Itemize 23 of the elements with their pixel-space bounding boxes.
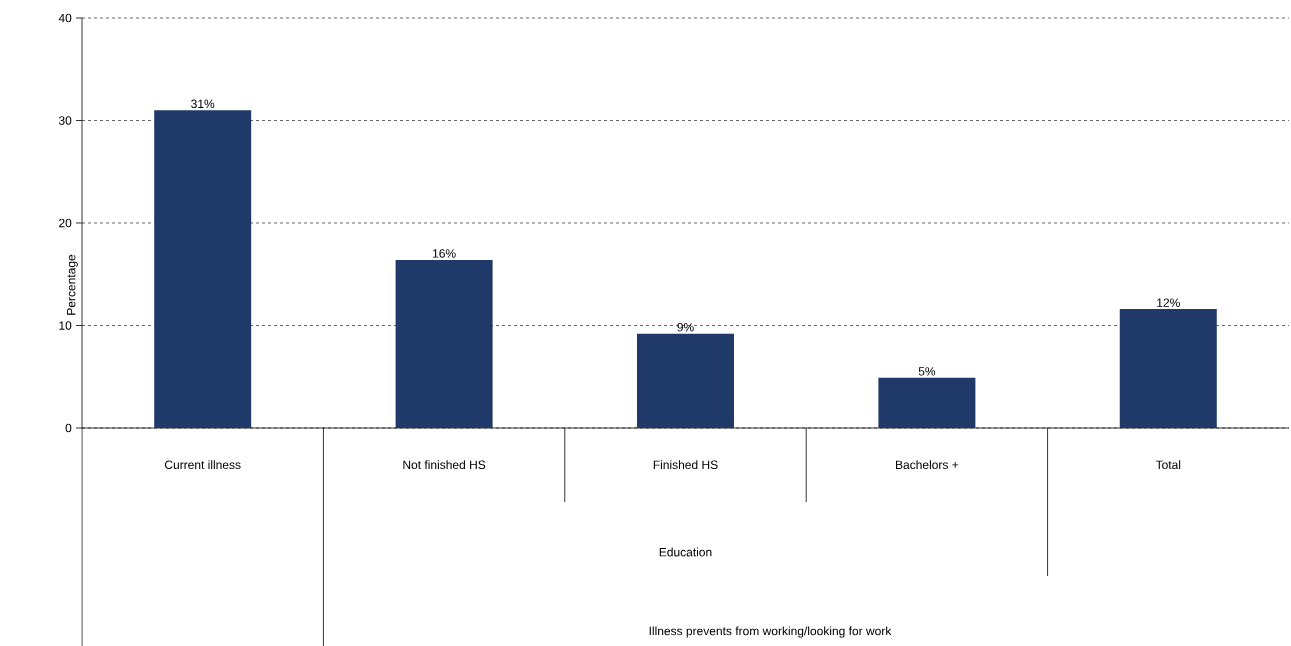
- data-label: 9%: [677, 323, 694, 332]
- text: Education: [659, 547, 712, 557]
- data-label: 31%: [191, 99, 215, 109]
- y-axis-title: Percentage: [67, 254, 78, 315]
- x-tick-label: Bachelors +: [896, 460, 959, 470]
- y-tick-label: 0: [65, 423, 72, 433]
- text: Illness prevents from working/looking for work: [649, 626, 892, 638]
- bar: [636, 333, 734, 428]
- bar: [154, 110, 252, 428]
- data-label: 12%: [1157, 298, 1180, 307]
- x-tick-label: Not finished HS: [403, 460, 486, 470]
- data-label: 5%: [918, 367, 936, 376]
- y-tick-label: 40: [58, 13, 72, 23]
- bar: [1119, 309, 1217, 428]
- x-tick-label: Current illness: [164, 460, 241, 470]
- x-tick-label: Total: [1155, 460, 1181, 470]
- x-tick-label: Finished HS: [653, 460, 718, 470]
- data-label: 16%: [433, 249, 456, 258]
- y-tick-label: 10: [59, 321, 72, 330]
- bar: [395, 259, 493, 428]
- bar: [878, 377, 976, 428]
- y-tick-label: 30: [58, 116, 72, 125]
- y-tick-label: 20: [59, 218, 72, 228]
